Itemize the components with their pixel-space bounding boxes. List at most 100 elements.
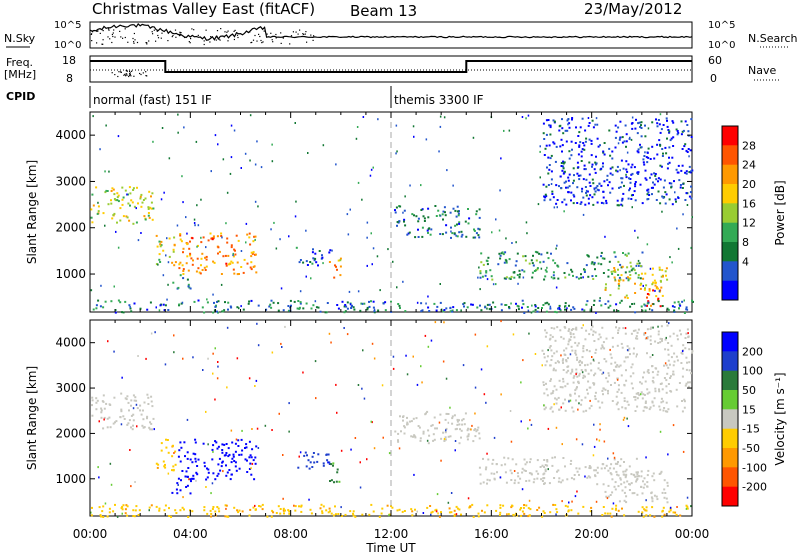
echo-cell bbox=[624, 253, 627, 256]
echo-cell bbox=[659, 113, 662, 116]
echo-cell bbox=[519, 477, 522, 480]
echo-cell bbox=[617, 310, 620, 312]
nsearch-point bbox=[178, 35, 181, 37]
echo-cell bbox=[641, 309, 644, 312]
nsearch-point bbox=[302, 33, 304, 35]
echo-cell bbox=[596, 201, 599, 204]
echo-cell bbox=[622, 252, 624, 254]
echo-cell bbox=[601, 165, 604, 168]
nsearch-point bbox=[148, 40, 150, 42]
echo-cell bbox=[554, 369, 557, 372]
echo-cell bbox=[284, 325, 286, 328]
nave-label: Nave bbox=[748, 64, 776, 77]
echo-cell bbox=[370, 503, 373, 506]
echo-cell bbox=[207, 357, 209, 360]
echo-cell bbox=[556, 326, 559, 329]
echo-cell bbox=[565, 347, 568, 350]
echo-cell bbox=[583, 168, 586, 171]
echo-cell bbox=[684, 384, 687, 387]
echo-cell bbox=[691, 216, 693, 219]
echo-cell bbox=[366, 221, 369, 224]
echo-cell bbox=[124, 300, 127, 303]
echo-cell bbox=[370, 168, 373, 171]
echo-cell bbox=[592, 382, 595, 385]
echo-cell bbox=[607, 484, 610, 487]
echo-cell bbox=[507, 457, 510, 460]
echo-cell bbox=[653, 397, 656, 400]
echo-cell bbox=[299, 302, 302, 305]
radar-title: Christmas Valley East (fitACF) bbox=[92, 0, 315, 18]
echo-cell bbox=[611, 491, 614, 494]
echo-cell bbox=[648, 194, 651, 196]
echo-cell bbox=[181, 506, 184, 509]
echo-cell bbox=[558, 361, 560, 364]
echo-cell bbox=[664, 191, 667, 194]
echo-cell bbox=[669, 256, 671, 259]
y-tick-label: 3000 bbox=[55, 381, 86, 395]
echo-cell bbox=[564, 385, 567, 388]
echo-cell bbox=[571, 370, 574, 373]
echo-cell bbox=[287, 309, 290, 312]
echo-cell bbox=[572, 182, 574, 185]
echo-cell bbox=[544, 275, 547, 278]
echo-cell bbox=[352, 512, 354, 515]
echo-cell bbox=[430, 424, 433, 427]
echo-cell bbox=[246, 459, 248, 462]
echo-cell bbox=[110, 202, 113, 205]
echo-cell bbox=[669, 335, 672, 338]
echo-cell bbox=[100, 416, 103, 419]
echo-cell bbox=[636, 478, 639, 480]
echo-cell bbox=[165, 446, 168, 449]
echo-cell bbox=[646, 198, 649, 201]
echo-cell bbox=[584, 396, 587, 399]
echo-cell bbox=[477, 515, 480, 518]
echo-cell bbox=[449, 211, 452, 214]
echo-cell bbox=[98, 420, 100, 423]
echo-cell bbox=[467, 427, 470, 430]
echo-cell bbox=[441, 233, 444, 236]
echo-cell bbox=[440, 459, 442, 462]
echo-cell bbox=[455, 215, 458, 218]
echo-cell bbox=[635, 355, 637, 358]
echo-cell bbox=[212, 293, 214, 296]
echo-cell bbox=[307, 152, 309, 154]
echo-cell bbox=[593, 299, 596, 302]
echo-cell bbox=[189, 240, 191, 243]
echo-cell bbox=[565, 180, 567, 183]
echo-cell bbox=[456, 205, 459, 208]
nave-point bbox=[118, 71, 120, 73]
echo-cell bbox=[614, 271, 617, 273]
echo-cell bbox=[206, 298, 208, 301]
echo-cell bbox=[582, 505, 585, 508]
echo-cell bbox=[527, 515, 530, 518]
echo-cell bbox=[316, 460, 319, 463]
echo-cell bbox=[396, 150, 398, 153]
echo-cell bbox=[626, 151, 629, 154]
echo-cell bbox=[90, 514, 93, 517]
echo-cell bbox=[549, 124, 552, 127]
echo-cell bbox=[654, 367, 657, 370]
echo-cell bbox=[676, 338, 679, 341]
echo-cell bbox=[545, 119, 548, 122]
echo-cell bbox=[584, 369, 587, 372]
echo-cell bbox=[422, 512, 425, 514]
echo-cell bbox=[581, 443, 584, 446]
echo-cell bbox=[625, 277, 628, 280]
echo-cell bbox=[174, 261, 177, 264]
echo-cell bbox=[172, 444, 174, 447]
echo-cell bbox=[254, 508, 257, 511]
echo-cell bbox=[421, 235, 424, 238]
echo-cell bbox=[248, 514, 251, 517]
echo-cell bbox=[236, 306, 239, 309]
echo-cell bbox=[634, 396, 637, 398]
echo-cell bbox=[478, 266, 480, 269]
echo-cell bbox=[446, 169, 448, 172]
echo-cell bbox=[622, 327, 625, 330]
echo-cell bbox=[637, 276, 640, 279]
echo-cell bbox=[210, 237, 213, 240]
echo-cell bbox=[660, 280, 662, 283]
echo-cell bbox=[643, 371, 646, 374]
echo-cell bbox=[647, 300, 650, 303]
echo-cell bbox=[225, 464, 227, 467]
echo-cell bbox=[299, 259, 302, 261]
